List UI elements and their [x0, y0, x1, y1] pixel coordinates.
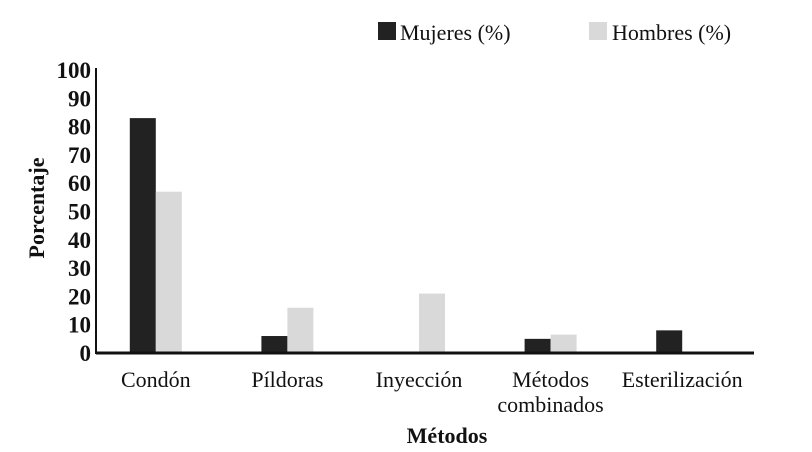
y-tick-label-40: 40	[68, 228, 91, 253]
bar-mujeres-1	[261, 336, 288, 353]
axes	[95, 68, 754, 355]
bar-hombres-0	[155, 191, 182, 353]
x-tick-label-2: Inyección	[376, 367, 463, 392]
bar-mujeres-3	[524, 338, 551, 353]
x-tick-label-4: Esterilización	[622, 367, 743, 392]
x-tick-label-3: Métodos combinados	[497, 367, 603, 417]
legend-swatch-mujeres	[378, 22, 396, 40]
x-tick-label-0: Condón	[121, 367, 191, 392]
legend-label-mujeres: Mujeres (%)	[400, 20, 511, 45]
legend-label-hombres: Hombres (%)	[612, 20, 731, 45]
y-axis-label: Porcentaje	[24, 157, 49, 258]
y-tick-label-0: 0	[80, 341, 92, 366]
y-tick-labels: 0 10 20 30 40 50 60 70 80 90 100	[57, 58, 92, 366]
bar-mujeres-0	[129, 118, 156, 353]
x-axis-label: Métodos	[407, 423, 488, 448]
y-tick-label-20: 20	[68, 284, 91, 309]
y-tick-label-30: 30	[68, 256, 91, 281]
y-tick-label-50: 50	[68, 200, 91, 225]
bar-mujeres-4	[656, 330, 683, 353]
y-tick-label-70: 70	[68, 143, 91, 168]
y-tick-label-10: 10	[68, 313, 91, 338]
y-tick-label-80: 80	[68, 115, 91, 140]
x-tick-label-1: Píldoras	[251, 367, 323, 392]
bar-hombres-3	[550, 334, 577, 353]
legend: Mujeres (%) Hombres (%)	[378, 20, 731, 45]
x-tick-labels: Condón Píldoras Inyección Métodos combinados…	[121, 367, 743, 417]
y-tick-label-60: 60	[68, 171, 91, 196]
y-tick-label-90: 90	[68, 86, 91, 111]
bar-hombres-2	[419, 293, 445, 353]
legend-swatch-hombres	[589, 22, 607, 40]
bar-hombres-1	[287, 307, 314, 353]
bars	[129, 118, 683, 353]
y-tick-label-100: 100	[57, 58, 92, 83]
